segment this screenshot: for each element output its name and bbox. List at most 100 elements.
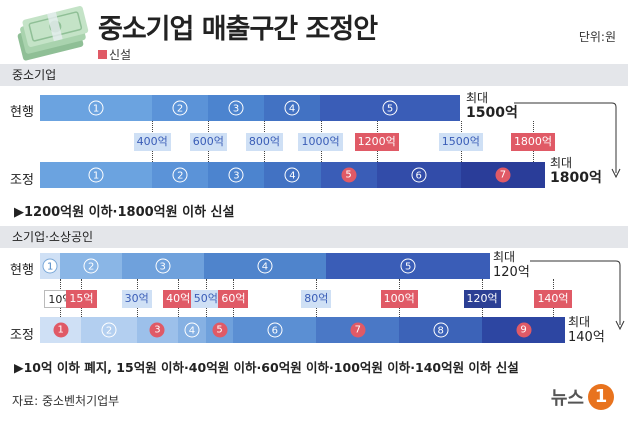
news1-logo: 뉴스 1 [551,384,614,410]
bar-segment-1: 1 [40,95,152,121]
threshold-tag: 1500억 [438,133,483,151]
max-label: 최대 [493,250,516,264]
bar-segment-2: 2 [152,95,208,121]
bar-segment-5: 5 [205,317,234,343]
adjusted-max-small-business: 최대 140억 [568,315,605,345]
segment-number: 1 [42,258,58,274]
segment-number: 8 [433,322,449,338]
threshold-tag: 800억 [245,133,283,151]
segment-number: 1 [88,100,104,116]
max-label: 최대 [550,156,573,170]
bar-segment-2: 2 [81,317,137,343]
logo-badge: 1 [588,384,614,410]
bar-segment-6: 6 [233,317,317,343]
threshold-tag: 400억 [133,133,171,151]
row-label-adjusted: 조정 [10,328,34,343]
segment-number: 5 [400,258,416,274]
segment-number: 1 [53,322,69,338]
bar-segment-5: 5 [326,253,490,279]
row-label-adjusted: 조정 [10,173,34,188]
bar-segment-3: 3 [208,95,264,121]
max-label: 최대 [466,91,489,105]
threshold-tag-new: 100억 [380,290,418,308]
segment-number: 3 [228,100,244,116]
segment-number: 4 [257,258,273,274]
threshold-tag: 1000억 [298,133,343,151]
bar-segment-1: 1 [40,162,153,188]
bar-segment-5: 5 [320,95,460,121]
threshold-tags-sme: 400억 600억 800억 1000억 1200억 1500억 1800억 [0,121,628,162]
segment-number: 4 [284,100,300,116]
legend: 신설 [98,46,131,63]
bar-segment-7: 7 [316,317,400,343]
segment-number: 5 [212,322,228,338]
expansion-arrow [530,260,625,331]
threshold-tag: 120억 [463,290,501,308]
max-value: 1800억 [550,170,602,186]
segment-number: 4 [284,167,300,183]
section-header-small-business: 소기업·소상공인 [0,226,628,248]
adjusted-max-sme: 최대 1800억 [550,156,602,186]
segment-number: 9 [516,322,532,338]
unit-label: 단위:원 [578,30,616,44]
segment-number: 6 [411,167,427,183]
expansion-arrow [514,102,621,179]
bar-segment-4: 4 [264,162,321,188]
threshold-tag-new: 1800억 [510,133,556,151]
page-title: 중소기업 매출구간 조정안 [98,14,378,45]
threshold-tag-new: 40억 [163,290,194,308]
threshold-tag: 30억 [121,290,152,308]
current-max-sme: 최대 1500억 [466,91,518,121]
logo-text: 뉴스 [550,388,584,409]
segment-number: 2 [172,100,188,116]
bar-segment-4: 4 [203,253,327,279]
max-value: 120억 [493,265,530,280]
threshold-tag: 50억 [190,290,221,308]
bar-segment-9: 9 [482,317,565,343]
bar-segment-3: 3 [208,162,265,188]
bar-segment-3: 3 [136,317,179,343]
bar-segment-4: 4 [178,317,206,343]
threshold-tag-new: 1200억 [354,133,399,151]
current-bar-sme: 1 2 3 4 5 [40,95,460,121]
threshold-tag-new: 15억 [66,290,97,308]
segment-number: 2 [101,322,117,338]
row-label-current: 현행 [10,105,34,120]
segment-number: 3 [228,167,244,183]
threshold-tag-new: 140억 [534,290,572,308]
bar-segment-6: 6 [376,162,461,188]
threshold-tag: 80억 [301,290,332,308]
segment-number: 7 [495,167,511,183]
segment-number: 2 [172,167,188,183]
threshold-tag-new: 60억 [218,290,249,308]
section-header-sme: 중소기업 [0,64,628,86]
threshold-tag: 600억 [189,133,227,151]
legend-new-swatch [98,50,107,59]
bar-segment-2: 2 [60,253,122,279]
bar-segment-5: 5 [320,162,377,188]
bar-segment-4: 4 [264,95,320,121]
bar-segment-2: 2 [152,162,209,188]
note-sme: ▶1200억원 이하·1800억원 이하 신설 [14,205,235,220]
note-small-business: ▶10억 이하 폐지, 15억원 이하·40억원 이하·60억원 이하·100억… [14,360,519,375]
segment-number: 3 [149,322,165,338]
bar-segment-1: 1 [40,317,82,343]
legend-new-label: 신설 [109,48,132,62]
current-bar-small-business: 1 2 3 4 5 [40,253,490,279]
segment-number: 4 [184,322,200,338]
segment-number: 5 [382,100,398,116]
segment-number: 6 [267,322,283,338]
bar-segment-7: 7 [460,162,545,188]
segment-number: 3 [155,258,171,274]
max-label: 최대 [568,315,591,329]
segment-number: 1 [88,167,104,183]
segment-number: 2 [83,258,99,274]
segment-number: 5 [341,167,357,183]
max-value: 1500억 [466,105,518,121]
bar-segment-8: 8 [399,317,483,343]
money-stack-icon [17,6,89,61]
row-label-current: 현행 [10,263,34,278]
current-max-small-business: 최대 120억 [493,250,530,280]
source-label: 자료: 중소벤처기업부 [12,394,120,408]
